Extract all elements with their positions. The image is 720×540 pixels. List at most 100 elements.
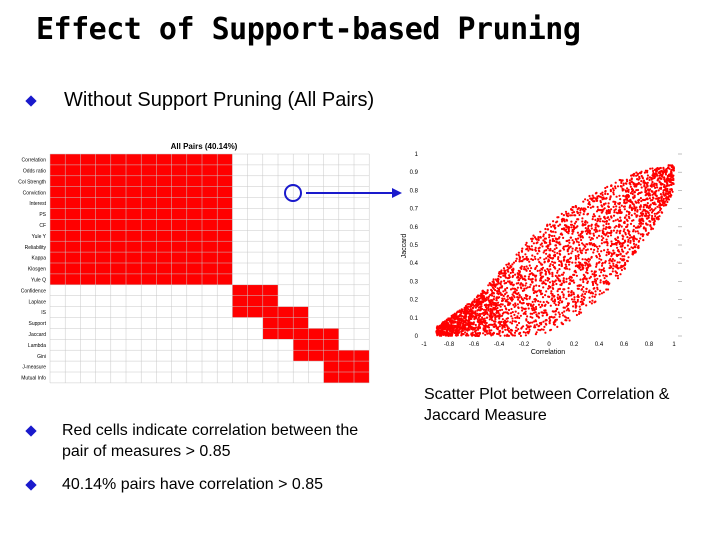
scatter-point bbox=[476, 298, 480, 301]
scatter-point bbox=[562, 247, 565, 250]
scatter-point bbox=[598, 229, 601, 232]
scatter-point bbox=[519, 277, 522, 280]
scatter-point bbox=[587, 229, 591, 232]
scatter-point bbox=[552, 300, 555, 303]
scatter-point bbox=[634, 200, 637, 203]
scatter-point bbox=[517, 321, 521, 325]
scatter-point bbox=[545, 245, 548, 248]
scatter-point bbox=[494, 313, 497, 316]
scatter-point bbox=[534, 333, 537, 336]
scatter-point bbox=[502, 290, 505, 293]
scatter-point bbox=[548, 286, 551, 289]
scatter-point bbox=[616, 261, 619, 264]
scatter-point bbox=[473, 301, 476, 304]
scatter-point bbox=[554, 261, 557, 264]
scatter-point bbox=[478, 323, 481, 327]
scatter-point bbox=[595, 254, 598, 258]
scatter-point bbox=[609, 244, 612, 248]
scatter-point bbox=[584, 292, 587, 295]
scatter-point bbox=[662, 197, 665, 200]
scatter-point bbox=[591, 194, 594, 197]
scatter-point bbox=[565, 319, 568, 322]
scatter-point bbox=[500, 299, 504, 303]
scatter-point bbox=[525, 257, 528, 260]
scatter-point bbox=[483, 311, 486, 314]
scatter-point bbox=[531, 305, 534, 308]
scatter-point bbox=[619, 179, 622, 182]
scatter-point bbox=[638, 175, 641, 179]
scatter-point bbox=[524, 293, 527, 297]
scatter-point bbox=[602, 268, 605, 271]
scatter-point bbox=[531, 321, 534, 324]
scatter-point bbox=[620, 225, 623, 228]
scatter-point bbox=[481, 298, 484, 301]
scatter-point bbox=[504, 300, 507, 303]
scatter-point bbox=[670, 173, 673, 177]
scatter-point bbox=[581, 242, 584, 245]
scatter-point bbox=[599, 281, 602, 284]
scatter-point bbox=[612, 264, 615, 267]
scatter-point bbox=[600, 258, 603, 261]
y-tick-label: 0.8 bbox=[410, 188, 419, 194]
scatter-point bbox=[520, 265, 523, 268]
scatter-point bbox=[474, 306, 477, 309]
scatter-point bbox=[481, 290, 484, 293]
scatter-point bbox=[537, 258, 540, 261]
scatter-point bbox=[574, 306, 577, 309]
scatter-point bbox=[638, 220, 641, 223]
scatter-point bbox=[581, 249, 584, 252]
scatter-point bbox=[436, 333, 440, 336]
scatter-point bbox=[529, 315, 532, 318]
scatter-point bbox=[567, 293, 571, 296]
scatter-point bbox=[487, 309, 490, 312]
scatter-point bbox=[570, 214, 573, 217]
scatter-point bbox=[459, 321, 462, 325]
scatter-point bbox=[535, 315, 539, 318]
scatter-point bbox=[611, 267, 615, 270]
scatter-point bbox=[639, 197, 642, 200]
scatter-point bbox=[526, 330, 529, 334]
scatter-point bbox=[565, 230, 568, 234]
scatter-point bbox=[586, 243, 589, 246]
scatter-point bbox=[531, 277, 534, 281]
scatter-point bbox=[631, 189, 635, 192]
scatter-point bbox=[581, 268, 584, 271]
scatter-point bbox=[639, 212, 643, 215]
scatter-point bbox=[557, 301, 560, 304]
scatter-point bbox=[548, 223, 552, 226]
scatter-point bbox=[544, 227, 547, 231]
scatter-point bbox=[487, 332, 490, 335]
scatter-point bbox=[506, 280, 510, 283]
scatter-point bbox=[534, 326, 537, 329]
scatter-point bbox=[552, 310, 555, 313]
scatter-point bbox=[579, 211, 582, 214]
scatter-point bbox=[531, 312, 534, 315]
scatter-point bbox=[500, 293, 503, 296]
scatter-point bbox=[629, 239, 632, 243]
scatter-point bbox=[655, 194, 658, 197]
scatter-point bbox=[657, 196, 661, 200]
scatter-point bbox=[574, 248, 577, 252]
scatter-point bbox=[604, 227, 607, 231]
scatter-point bbox=[612, 262, 615, 265]
scatter-point bbox=[570, 252, 573, 255]
scatter-point bbox=[504, 269, 507, 272]
scatter-point bbox=[519, 334, 522, 337]
scatter-point bbox=[537, 238, 540, 242]
scatter-point bbox=[494, 307, 498, 310]
x-tick-label: -0.6 bbox=[469, 342, 480, 348]
scatter-point bbox=[516, 275, 519, 279]
scatter-point bbox=[637, 225, 640, 228]
scatter-point bbox=[581, 302, 584, 305]
scatter-point bbox=[612, 214, 616, 217]
scatter-point bbox=[647, 211, 650, 214]
scatter-point bbox=[486, 289, 489, 292]
scatter-point bbox=[555, 318, 558, 321]
scatter-point bbox=[618, 261, 621, 264]
scatter-point bbox=[639, 224, 642, 228]
scatter-point bbox=[660, 186, 663, 189]
scatter-point bbox=[566, 226, 569, 229]
scatter-point bbox=[617, 202, 620, 205]
scatter-point bbox=[535, 323, 538, 326]
scatter-point bbox=[612, 200, 615, 203]
